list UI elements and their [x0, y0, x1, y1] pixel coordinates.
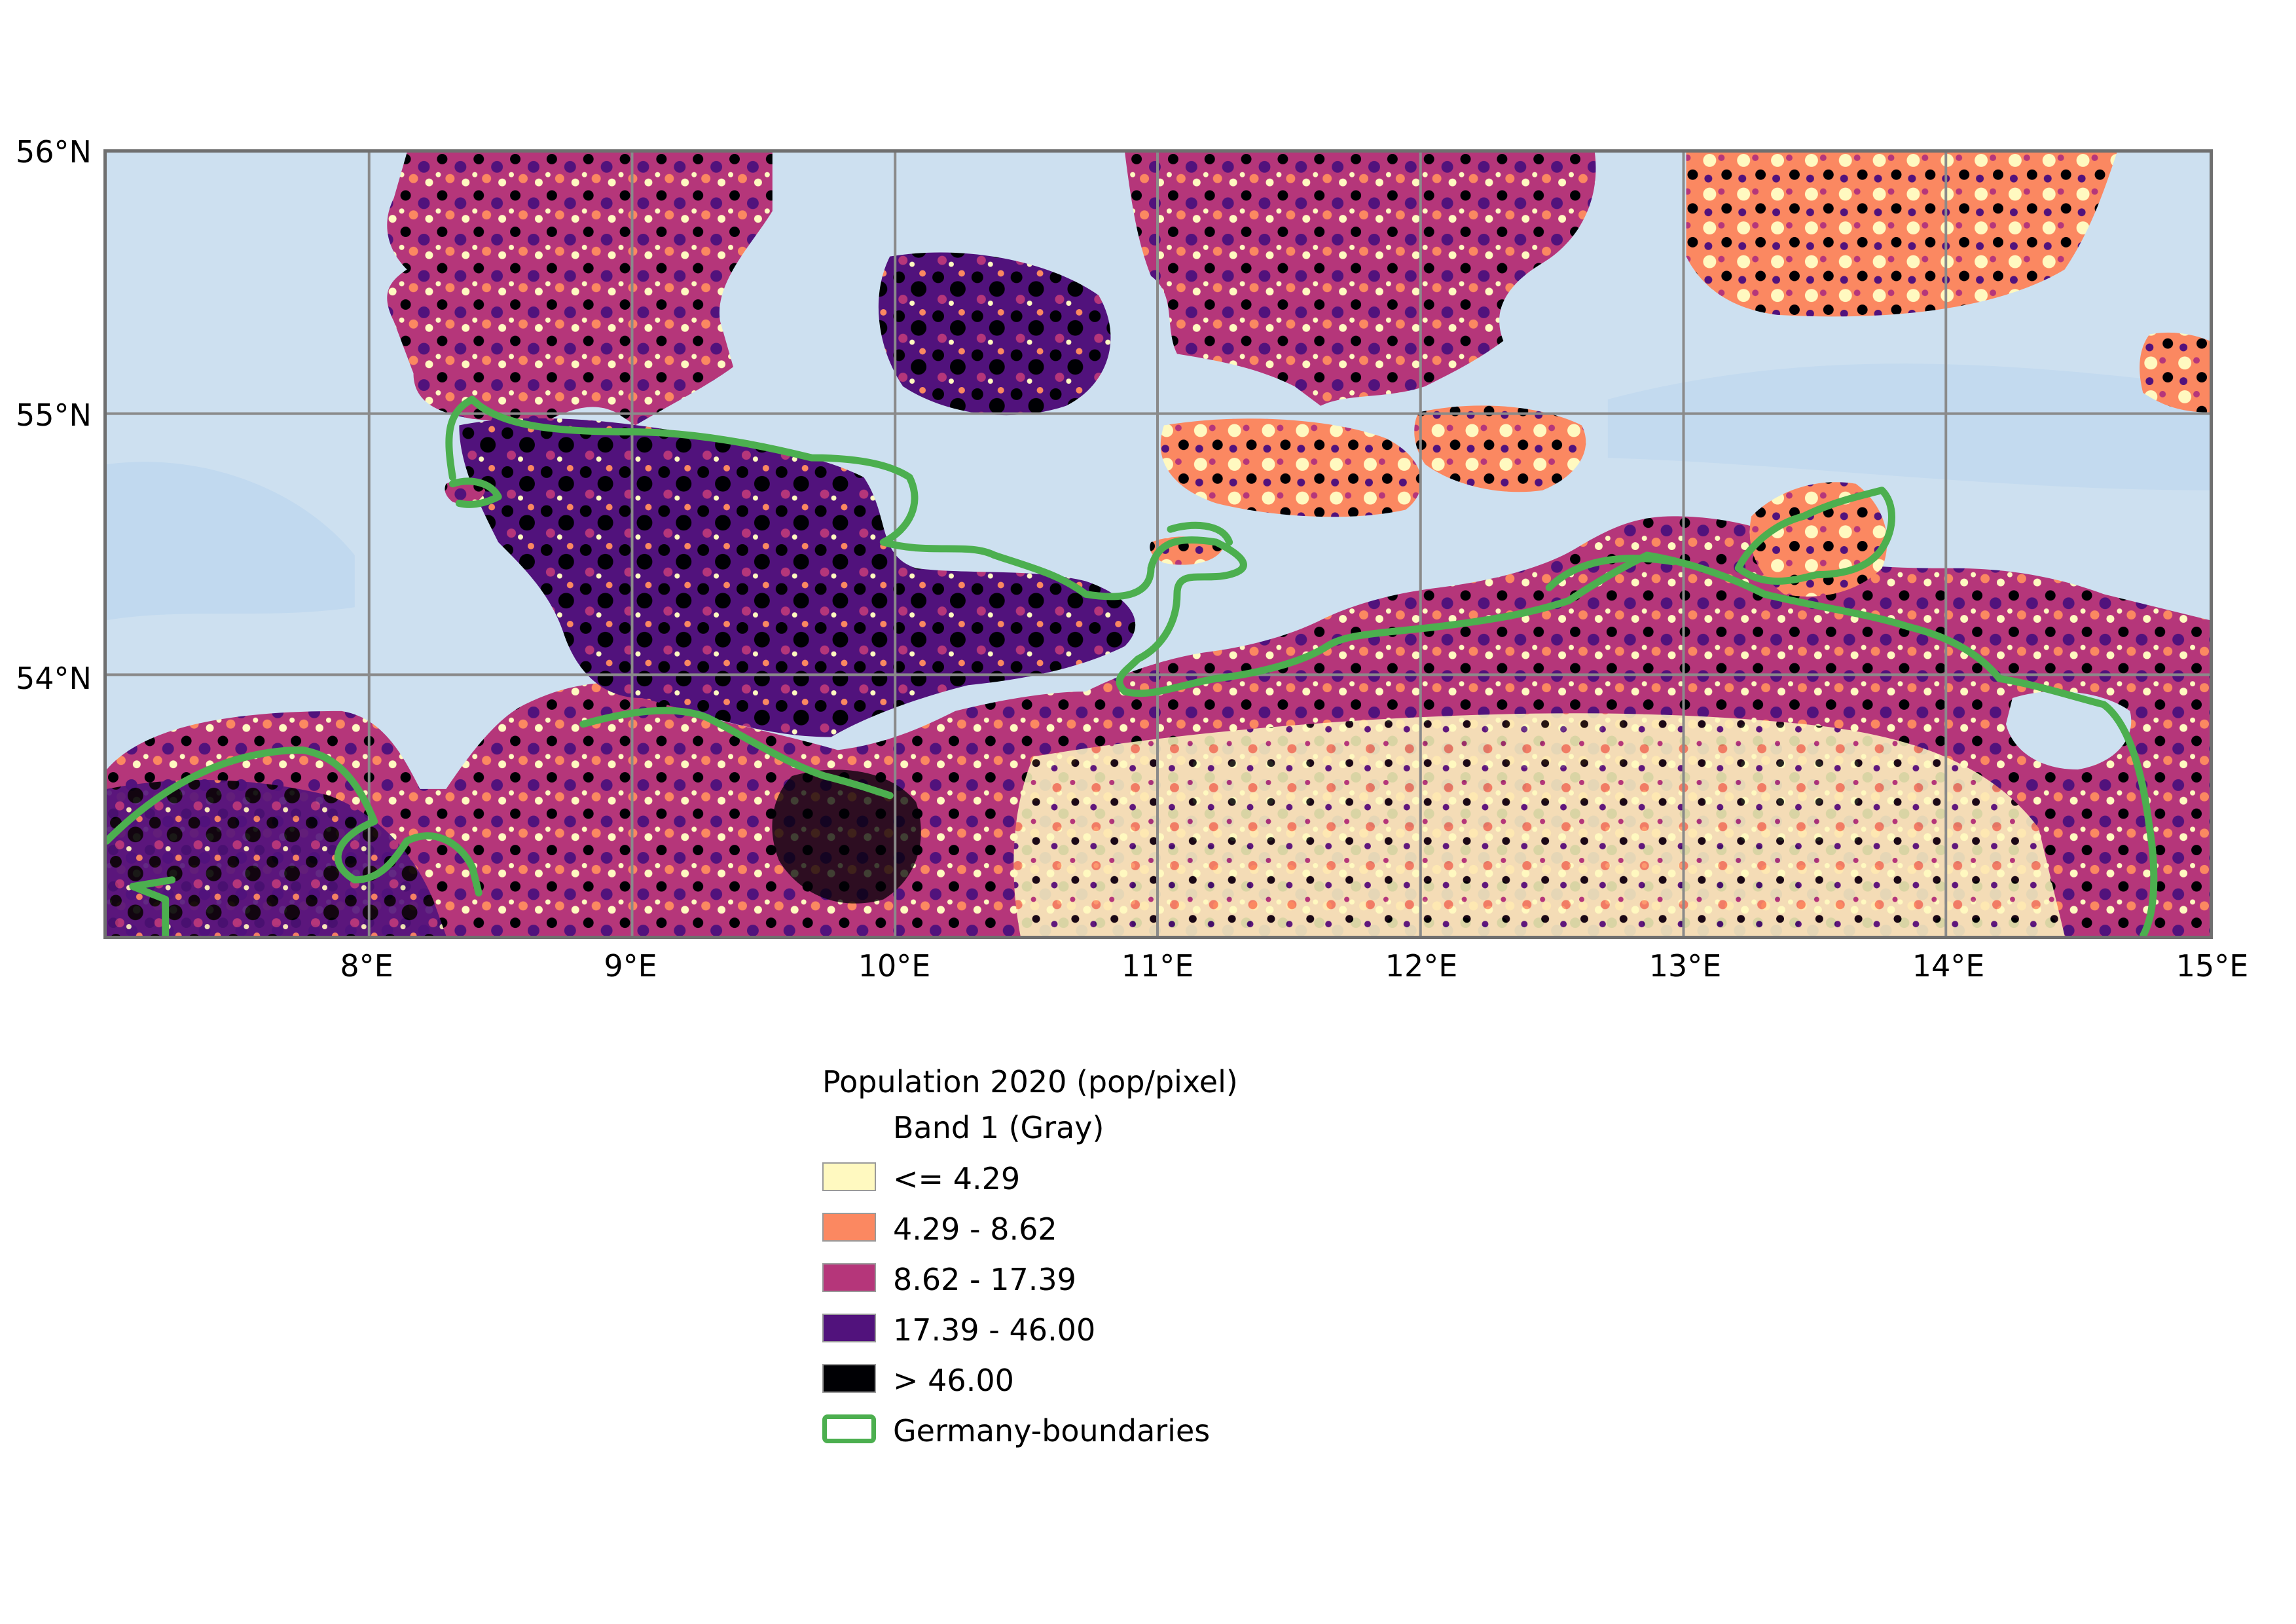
- land-jutland: [387, 153, 773, 426]
- legend-item-label: 4.29 - 8.62: [893, 1211, 1057, 1247]
- y-tick-label: 55°N: [16, 397, 92, 433]
- land-bornholm-edge: [2140, 332, 2210, 413]
- land-zealand: [1125, 153, 1596, 406]
- legend-swatch: [822, 1162, 876, 1191]
- legend-item: <= 4.29: [822, 1161, 1346, 1196]
- legend-swatch: [822, 1263, 876, 1292]
- land-schleswig-holstein: [459, 418, 1136, 737]
- legend-item: 8.62 - 17.39: [822, 1262, 1346, 1297]
- legend-item: 17.39 - 46.00: [822, 1312, 1346, 1348]
- legend-title: Population 2020 (pop/pixel): [822, 1064, 1238, 1099]
- legend-band-label: Band 1 (Gray): [893, 1110, 1104, 1145]
- y-tick-label: 56°N: [16, 134, 92, 170]
- x-tick-label: 13°E: [1649, 948, 1722, 984]
- legend-item-boundary: Germany-boundaries: [822, 1413, 1346, 1449]
- map-frame[interactable]: [103, 149, 2213, 939]
- shallow-sea-baltic: [1607, 363, 2210, 490]
- legend-swatch: [822, 1364, 876, 1393]
- land-funen: [878, 252, 1111, 416]
- legend-boundary-swatch: [822, 1414, 876, 1443]
- land-falster: [1414, 405, 1586, 492]
- x-tick-label: 15°E: [2176, 948, 2249, 984]
- x-tick-label: 9°E: [604, 948, 657, 984]
- germany-boundary: [107, 396, 2158, 936]
- szczecin-lagoon: [2005, 691, 2132, 770]
- x-tick-label: 11°E: [1121, 948, 1194, 984]
- shallow-sea-north: [107, 462, 355, 621]
- land-lolland: [1160, 418, 1421, 517]
- legend-item-label: 8.62 - 17.39: [893, 1262, 1076, 1297]
- legend-item-label: <= 4.29: [893, 1161, 1021, 1196]
- legend-item-label: > 46.00: [893, 1363, 1014, 1398]
- legend-item: 4.29 - 8.62: [822, 1211, 1346, 1247]
- legend-boundary-label: Germany-boundaries: [893, 1413, 1211, 1449]
- population-raster-map[interactable]: [107, 153, 2210, 936]
- land-scania: [1686, 153, 2117, 317]
- x-tick-label: 14°E: [1912, 948, 1985, 984]
- legend-swatch: [822, 1314, 876, 1342]
- x-tick-label: 12°E: [1385, 948, 1458, 984]
- land-mainland-west-dense: [107, 780, 446, 936]
- y-tick-label: 54°N: [16, 661, 92, 696]
- land-hamburg-area: [772, 769, 921, 904]
- x-tick-label: 10°E: [858, 948, 931, 984]
- legend-item: > 46.00: [822, 1363, 1346, 1398]
- land-mainland-east: [1013, 713, 2065, 936]
- legend-swatch: [822, 1213, 876, 1242]
- x-tick-label: 8°E: [340, 948, 393, 984]
- legend-item-label: 17.39 - 46.00: [893, 1312, 1096, 1348]
